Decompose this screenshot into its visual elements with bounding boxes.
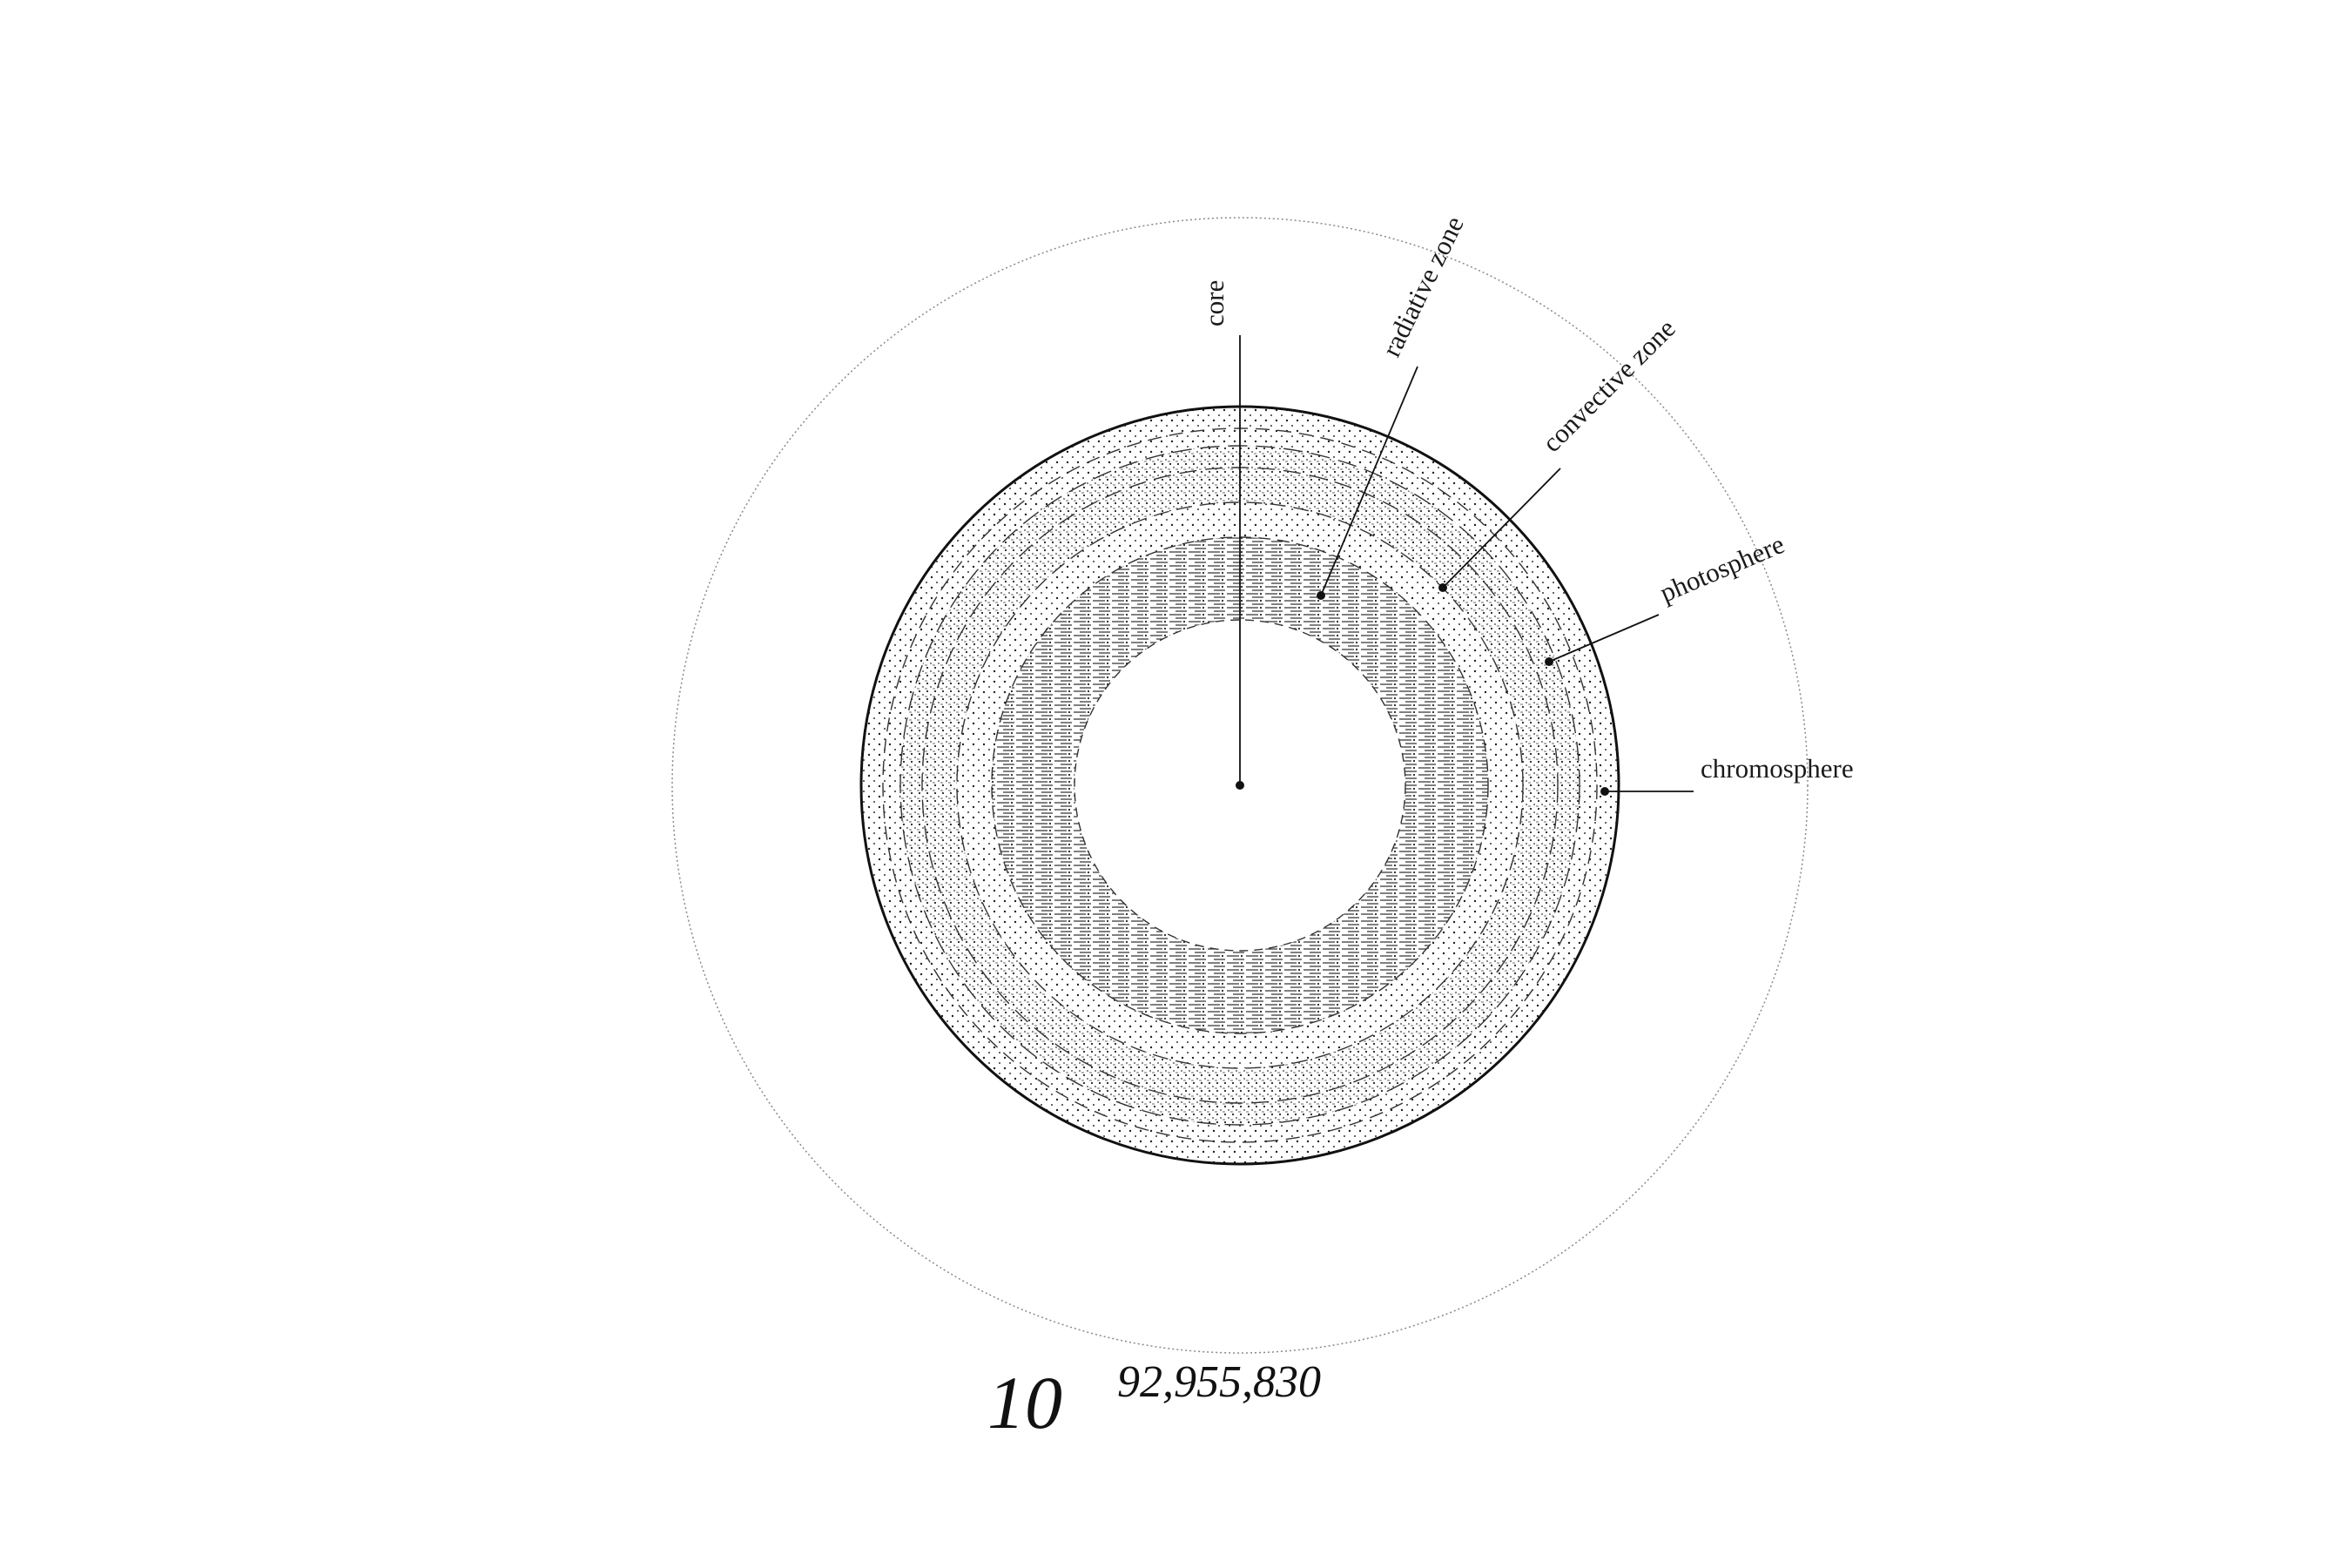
- convective-dot: [1438, 583, 1447, 592]
- outer-boundary: [671, 217, 1809, 1354]
- chromosphere-dot: [1600, 787, 1609, 796]
- radiative-leader: [1320, 366, 1418, 596]
- radiative-dot: [1317, 591, 1325, 600]
- label-chromosphere: chromosphere: [1701, 753, 1854, 784]
- scale-exponent: 92,955,830: [1117, 1357, 1321, 1407]
- leader-lines: [1239, 335, 1694, 792]
- photosphere-leader: [1548, 614, 1660, 663]
- photosphere-dot: [1545, 657, 1553, 666]
- label-core: core: [1199, 280, 1229, 326]
- leader-dots: [1236, 583, 1609, 796]
- label-convective-zone: convective zone: [1536, 313, 1681, 458]
- label-radiative-zone: radiative zone: [1376, 212, 1470, 361]
- label-photosphere: photosphere: [1655, 528, 1789, 608]
- scale-base: 10: [987, 1361, 1062, 1444]
- core-dot: [1236, 781, 1244, 790]
- convective-leader: [1442, 468, 1561, 589]
